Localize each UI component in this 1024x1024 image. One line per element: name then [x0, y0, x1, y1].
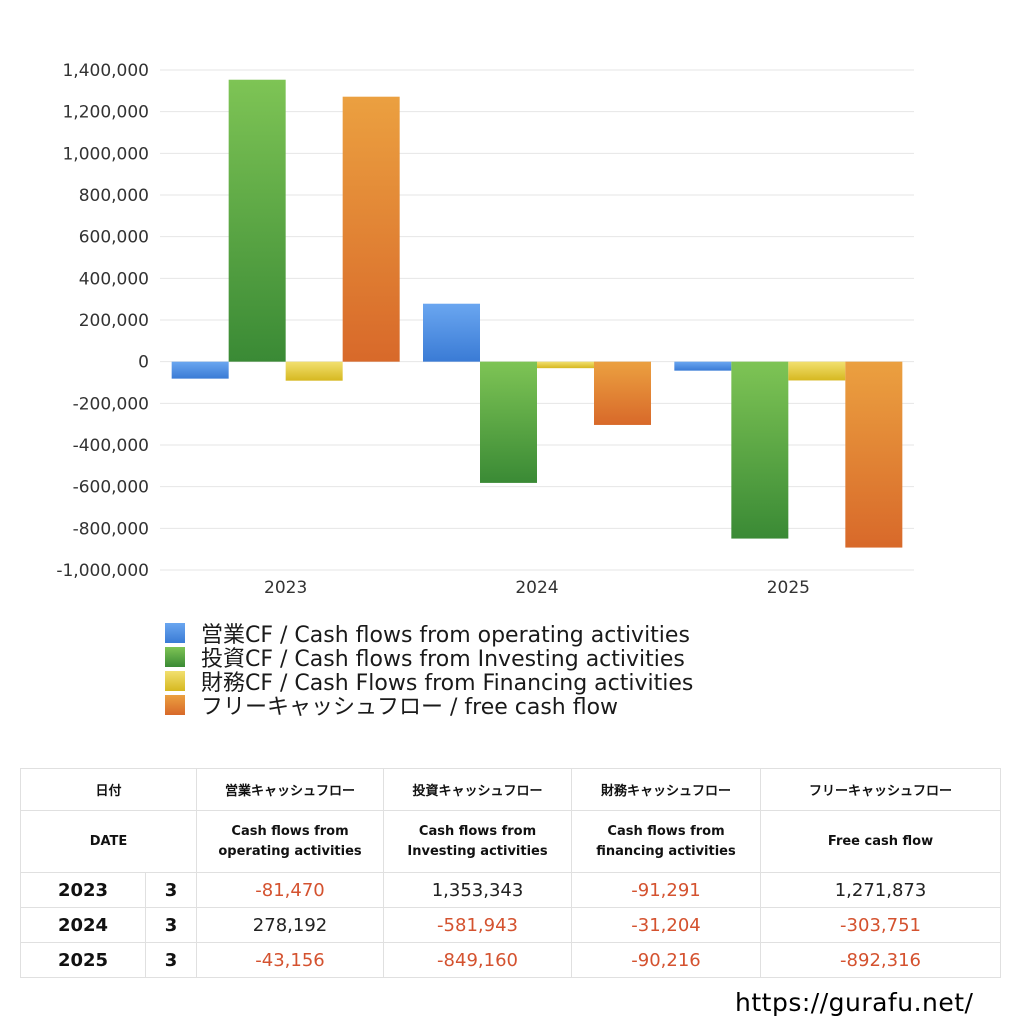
bar-operating-2025: [674, 361, 732, 371]
header-date-jp: 日付: [19, 768, 198, 811]
cell-financing: -91,291: [571, 872, 762, 908]
legend-swatch-operating: [165, 623, 185, 643]
cell-free-cash-flow: -892,316: [760, 942, 1002, 978]
row-year: 2023: [20, 872, 146, 908]
bar-investing-2023: [228, 79, 286, 362]
table-header-row-en: DATE Cash flows from operating activitie…: [19, 810, 1002, 873]
header-operating-en: Cash flows from operating activities: [196, 810, 385, 873]
header-investing-en: Cash flows from Investing activities: [383, 810, 573, 873]
y-tick-label: -400,000: [73, 436, 149, 456]
table-row: 2024 3 278,192 -581,943 -31,204 -303,751: [20, 907, 1002, 943]
y-tick-label: 800,000: [79, 186, 149, 206]
bar-investing-2024: [480, 361, 537, 483]
row-month: 3: [144, 872, 198, 908]
cash-flow-table: 日付 営業キャッシュフロー 投資キャッシュフロー 財務キャッシュフロー フリーキ…: [19, 768, 1002, 978]
legend: 営業CF / Cash flows from operating activit…: [165, 621, 693, 720]
y-tick-label: 1,200,000: [62, 103, 149, 123]
header-financing-en: Cash flows from financing activities: [571, 810, 762, 873]
legend-label-operating: 営業CF / Cash flows from operating activit…: [201, 623, 690, 648]
legend-item-free-cash-flow: フリーキャッシュフロー / free cash flow: [165, 693, 693, 720]
bar-operating-2023: [171, 361, 229, 379]
y-tick-label: 600,000: [79, 228, 149, 248]
y-tick-label: 200,000: [79, 311, 149, 331]
row-year: 2025: [20, 942, 146, 978]
table-row: 2025 3 -43,156 -849,160 -90,216 -892,316: [20, 942, 1002, 978]
bar-free-cash-flow-2024: [594, 361, 651, 425]
cell-free-cash-flow: 1,271,873: [760, 872, 1002, 908]
bars: [171, 79, 903, 548]
cell-operating: 278,192: [196, 907, 385, 943]
bar-financing-2025: [788, 361, 846, 381]
legend-item-investing: 投資CF / Cash flows from Investing activit…: [165, 645, 693, 672]
legend-item-financing: 財務CF / Cash Flows from Financing activit…: [165, 669, 693, 696]
bar-free-cash-flow-2023: [342, 96, 400, 362]
x-axis-categories: 2023 2024 2025: [264, 578, 810, 598]
legend-label-financing: 財務CF / Cash Flows from Financing activit…: [201, 671, 694, 696]
header-free-cash-flow-jp: フリーキャッシュフロー: [760, 768, 1002, 811]
legend-swatch-financing: [165, 671, 185, 691]
table-header-row-jp: 日付 営業キャッシュフロー 投資キャッシュフロー 財務キャッシュフロー フリーキ…: [19, 768, 1002, 811]
x-category-label: 2024: [515, 578, 558, 598]
legend-label-investing: 投資CF / Cash flows from Investing activit…: [201, 647, 685, 672]
cell-financing: -90,216: [571, 942, 762, 978]
x-category-label: 2023: [264, 578, 307, 598]
row-month: 3: [144, 942, 198, 978]
site-url[interactable]: https://gurafu.net/: [735, 988, 974, 1017]
cell-free-cash-flow: -303,751: [760, 907, 1002, 943]
bar-investing-2025: [731, 361, 789, 539]
header-financing-jp: 財務キャッシュフロー: [571, 768, 762, 811]
cell-investing: -849,160: [383, 942, 573, 978]
y-tick-label: -600,000: [73, 478, 149, 498]
cell-financing: -31,204: [571, 907, 762, 943]
cell-investing: 1,353,343: [383, 872, 573, 908]
header-date-en: DATE: [19, 810, 198, 873]
table-row: 2023 3 -81,470 1,353,343 -91,291 1,271,8…: [20, 872, 1002, 908]
header-operating-jp: 営業キャッシュフロー: [196, 768, 385, 811]
y-tick-label: -200,000: [73, 394, 149, 414]
row-month: 3: [144, 907, 198, 943]
cell-operating: -43,156: [196, 942, 385, 978]
legend-swatch-investing: [165, 647, 185, 667]
legend-item-operating: 営業CF / Cash flows from operating activit…: [165, 621, 693, 648]
y-tick-label: 0: [138, 353, 149, 373]
y-tick-label: 1,000,000: [62, 144, 149, 164]
bar-operating-2024: [423, 303, 480, 362]
bar-financing-2023: [285, 361, 343, 381]
y-axis-ticks: 1,400,000 1,200,000 1,000,000 800,000 600,00…: [56, 61, 149, 581]
y-tick-label: 1,400,000: [62, 61, 149, 81]
x-category-label: 2025: [767, 578, 810, 598]
row-year: 2024: [20, 907, 146, 943]
cell-investing: -581,943: [383, 907, 573, 943]
header-free-cash-flow-en: Free cash flow: [760, 810, 1002, 873]
y-tick-label: 400,000: [79, 269, 149, 289]
y-tick-label: -1,000,000: [56, 561, 149, 581]
bar-free-cash-flow-2025: [845, 361, 903, 548]
header-investing-jp: 投資キャッシュフロー: [383, 768, 573, 811]
y-tick-label: -800,000: [73, 519, 149, 539]
legend-swatch-free-cash-flow: [165, 695, 185, 715]
bar-financing-2024: [537, 361, 594, 369]
legend-label-free-cash-flow: フリーキャッシュフロー / free cash flow: [201, 695, 619, 720]
cash-flow-bar-chart: 1,400,000 1,200,000 1,000,000 800,000 600,00…: [56, 61, 914, 598]
cell-operating: -81,470: [196, 872, 385, 908]
